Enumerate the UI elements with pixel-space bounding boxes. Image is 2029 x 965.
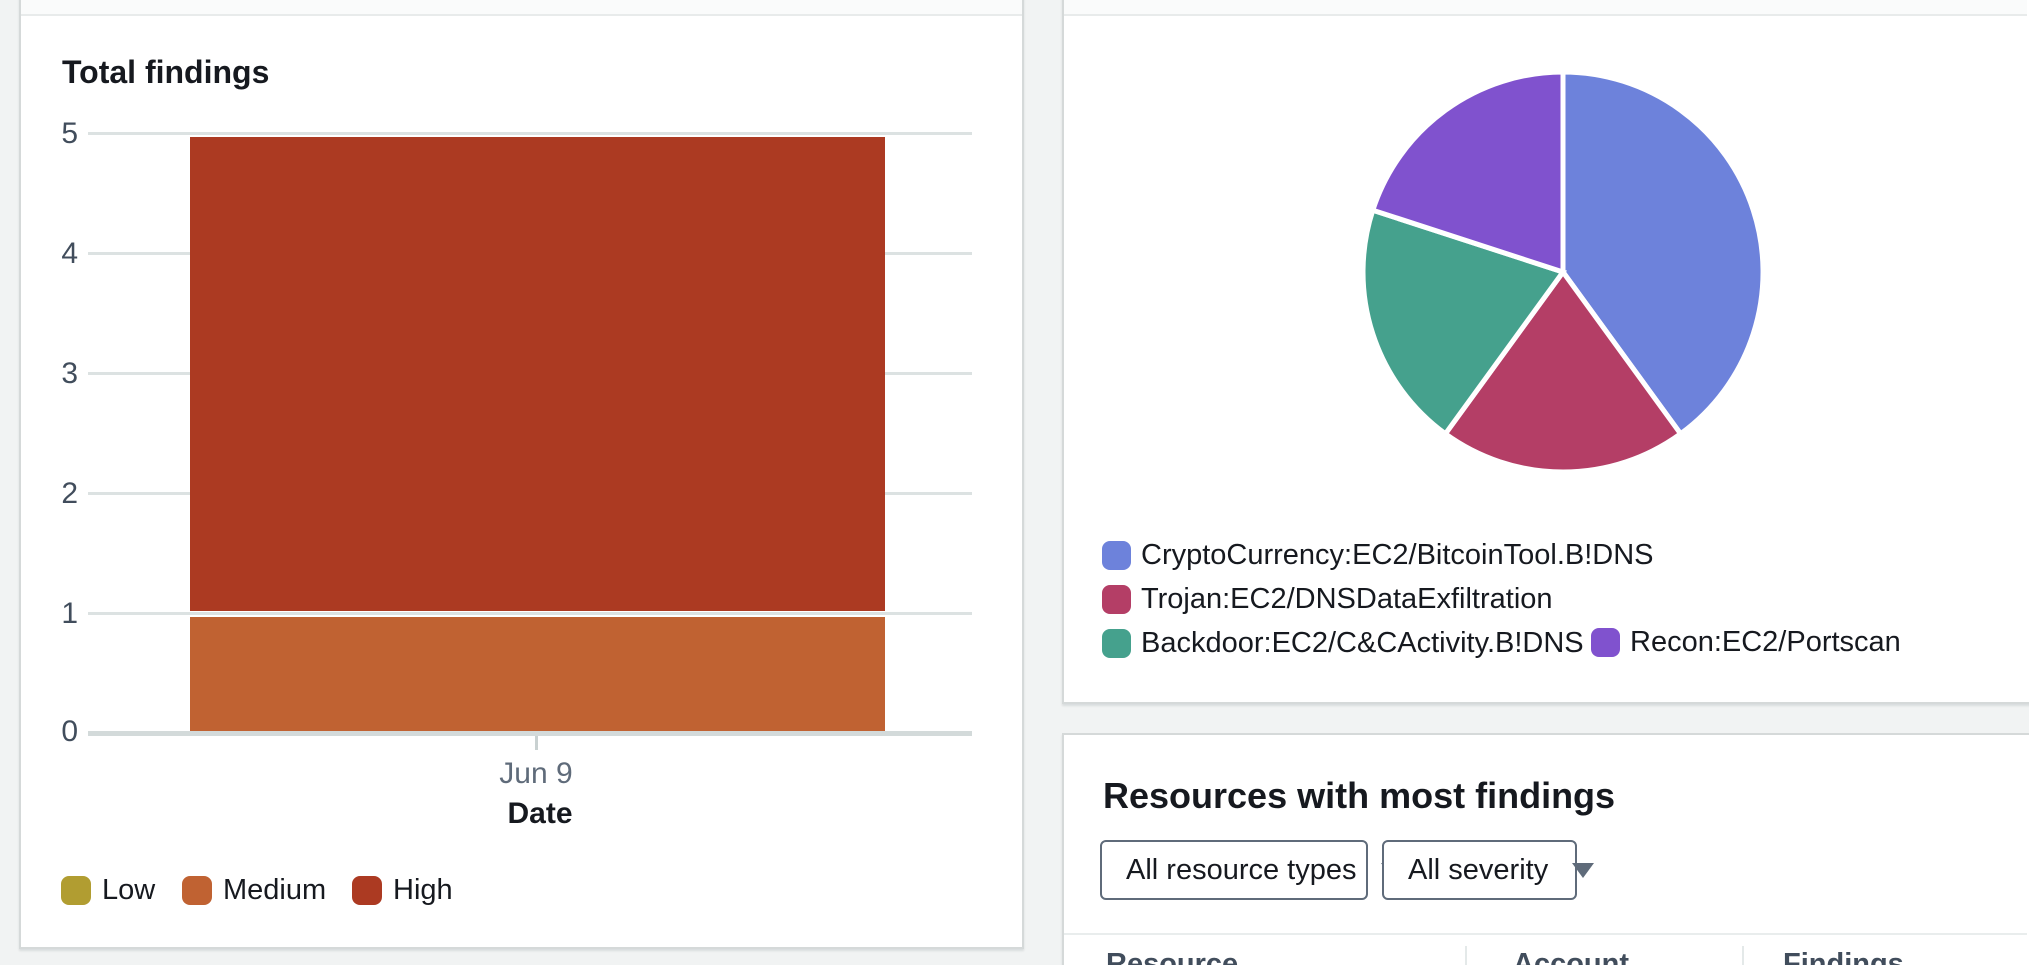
low-swatch-icon [61,876,91,905]
pie-slice-backdoor[interactable] [1360,207,1568,438]
y-tick-2: 2 [61,477,78,510]
x-axis-line [88,731,972,736]
pie-legend-label: Trojan:EC2/DNSDataExfiltration [1141,583,1553,615]
caret-down-icon [1572,862,1595,878]
pie-legend-item-backdoor[interactable]: Backdoor:EC2/C&CActivity.B!DNS [1102,627,1584,660]
y-tick-4: 4 [61,237,78,270]
bar-segment-medium[interactable] [190,617,885,731]
severity-filter-dropdown[interactable]: All severity [1382,840,1595,900]
pie-slice-trojan[interactable] [1441,267,1685,475]
recon-swatch-icon [1591,628,1620,657]
cryptocurrency-swatch-icon [1102,541,1131,570]
column-separator [1465,946,1467,965]
gridline-5 [88,132,972,135]
pie-legend-label: CryptoCurrency:EC2/BitcoinTool.B!DNS [1141,539,1654,571]
pie-slice-cryptocurrency[interactable] [1560,69,1766,438]
x-axis-title: Date [507,797,573,830]
x-tick-mark [535,736,538,750]
high-swatch-icon [352,876,382,905]
pie-legend-item-trojan[interactable]: Trojan:EC2/DNSDataExfiltration [1102,583,1553,616]
column-header-resource: Resource [1106,948,1239,965]
pie-legend-item-recon[interactable]: Recon:EC2/Portscan [1591,626,1901,659]
y-tick-5: 5 [61,117,78,150]
bar-segment-high[interactable] [190,137,885,611]
legend-label-high: High [393,874,453,906]
legend-item-medium[interactable]: Medium [182,874,326,907]
total-findings-title: Total findings [62,54,270,90]
total-findings-card-header-edge [21,0,1022,16]
y-tick-0: 0 [61,715,78,748]
resources-panel-title: Resources with most findings [1103,775,1616,816]
pie-legend-label: Backdoor:EC2/C&CActivity.B!DNS [1141,627,1584,659]
column-header-findings: Findings [1783,948,1904,965]
y-tick-1: 1 [61,597,78,630]
column-separator [1742,946,1744,965]
column-header-account: Account [1513,948,1629,965]
backdoor-swatch-icon [1102,629,1131,658]
y-tick-3: 3 [61,357,78,390]
legend-label-low: Low [102,874,156,906]
resource-types-filter-label: All resource types [1126,853,1357,886]
gridline-1 [88,612,972,615]
finding-types-pie-chart [1360,69,1766,475]
x-tick-label: Jun 9 [499,757,573,790]
pie-slice-recon[interactable] [1369,69,1566,276]
pie-legend-label: Recon:EC2/Portscan [1630,626,1901,658]
legend-item-high[interactable]: High [352,874,453,907]
trojan-swatch-icon [1102,585,1131,614]
resource-types-filter-dropdown[interactable]: All resource types [1100,840,1403,900]
legend-item-low[interactable]: Low [61,874,155,907]
finding-types-card-header-edge [1064,0,2027,16]
pie-legend-item-cryptocurrency[interactable]: CryptoCurrency:EC2/BitcoinTool.B!DNS [1102,539,1654,572]
legend-label-medium: Medium [223,874,327,906]
table-header-divider [1064,933,2027,935]
medium-swatch-icon [182,876,212,905]
severity-filter-label: All severity [1408,853,1549,886]
